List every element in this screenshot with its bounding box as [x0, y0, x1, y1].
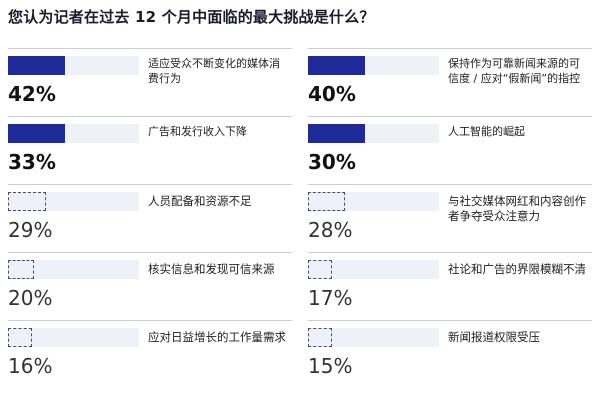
category-label: 适应受众不断变化的媒体消费行为 [148, 57, 280, 85]
bar-item: 29% 人员配备和资源不足 [0, 184, 300, 250]
bar-track [8, 328, 139, 347]
category-label: 社论和广告的界限模糊不清 [448, 262, 586, 276]
row-divider [308, 320, 592, 321]
row-divider [8, 116, 292, 117]
chart-title: 您认为记者在过去 12 个月中面临的最大挑战是什么？ [8, 8, 375, 26]
bar [8, 56, 65, 75]
category-label: 广告和发行收入下降 [148, 125, 247, 138]
bar-track [8, 124, 139, 143]
value-label: 33% [8, 150, 56, 174]
bar-track [308, 124, 439, 143]
right-column: 40% 保持作为可靠新闻来源的可信度 / 应对“假新闻”的指控 30% 人工智能的崛起… [300, 0, 599, 411]
bar [8, 192, 46, 211]
bar-track [308, 192, 439, 211]
category-label: 新闻报道权限受压 [448, 330, 540, 344]
bar [8, 260, 34, 279]
bar-track [8, 56, 139, 75]
bar-item: 16% 应对日益增长的工作量需求 [0, 320, 300, 386]
category-label: 与社交媒体网红和内容创作者争夺受众注意力 [448, 194, 586, 223]
value-label: 30% [308, 150, 356, 174]
category-label: 应对日益增长的工作量需求 [148, 330, 286, 344]
bar-item: 28% 与社交媒体网红和内容创作者争夺受众注意力 [300, 184, 599, 250]
bar-item: 15% 新闻报道权限受压 [300, 320, 599, 386]
row-divider [308, 184, 592, 185]
bar [308, 260, 332, 279]
row-divider [8, 48, 292, 49]
value-label: 29% [8, 218, 53, 242]
bar-track [308, 260, 439, 279]
category-label: 人工智能的崛起 [448, 125, 525, 138]
bar [8, 328, 32, 347]
value-label: 42% [8, 82, 56, 106]
bar-track [308, 328, 439, 347]
row-divider [308, 116, 592, 117]
bar [308, 328, 332, 347]
bar-item: 30% 人工智能的崛起 [300, 116, 599, 182]
value-label: 16% [8, 354, 53, 378]
bar-track [8, 260, 139, 279]
value-label: 28% [308, 218, 353, 242]
row-divider [8, 320, 292, 321]
bar-item: 17% 社论和广告的界限模糊不清 [300, 252, 599, 318]
row-divider [308, 48, 592, 49]
value-label: 20% [8, 286, 53, 310]
value-label: 40% [308, 82, 356, 106]
bar-item: 40% 保持作为可靠新闻来源的可信度 / 应对“假新闻”的指控 [300, 48, 599, 114]
bar-item: 20% 核实信息和发现可信来源 [0, 252, 300, 318]
bar-track [308, 56, 439, 75]
bar-track [8, 192, 139, 211]
category-label: 核实信息和发现可信来源 [148, 262, 275, 276]
row-divider [8, 252, 292, 253]
value-label: 17% [308, 286, 353, 310]
row-divider [8, 184, 292, 185]
left-column: 42% 适应受众不断变化的媒体消费行为 33% 广告和发行收入下降 29% 人员配备和资源… [0, 48, 300, 386]
bar [308, 56, 365, 75]
bar-item: 33% 广告和发行收入下降 [0, 116, 300, 182]
row-divider [308, 252, 592, 253]
bar [308, 124, 365, 143]
category-label: 保持作为可靠新闻来源的可信度 / 应对“假新闻”的指控 [448, 57, 581, 85]
bar-item: 42% 适应受众不断变化的媒体消费行为 [0, 48, 300, 114]
value-label: 15% [308, 354, 353, 378]
bar [8, 124, 65, 143]
category-label: 人员配备和资源不足 [148, 194, 252, 208]
bar [308, 192, 345, 211]
